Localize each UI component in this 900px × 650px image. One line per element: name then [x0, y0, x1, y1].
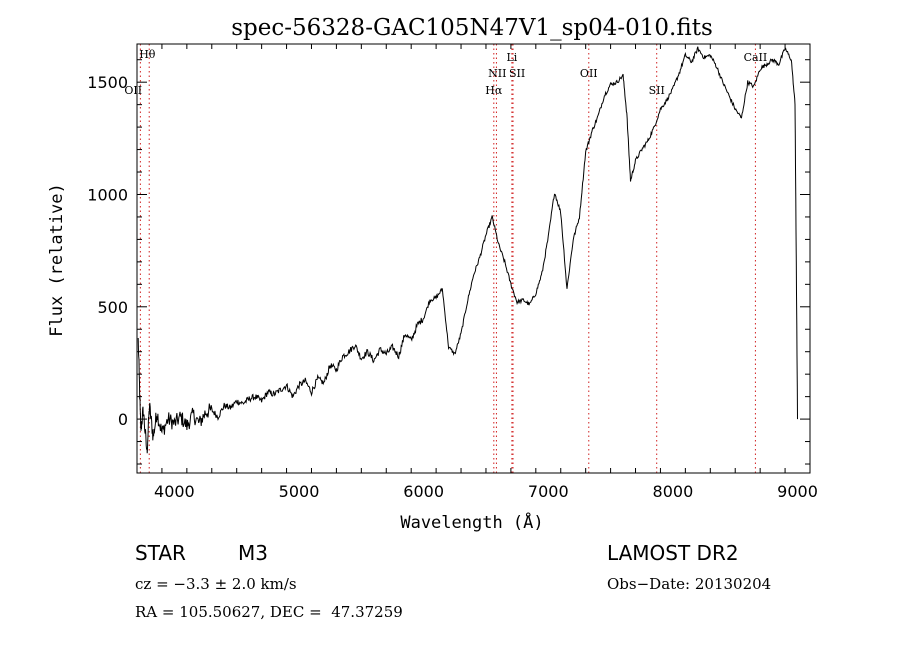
x-tick-label-7000: 7000 [528, 482, 569, 501]
y-tick-label-1000: 1000 [87, 185, 128, 204]
x-tick-label-5000: 5000 [279, 482, 320, 501]
x-axis-label: Wavelength (Å) [400, 511, 543, 533]
spectral-line-label-0: Hθ [139, 48, 156, 61]
x-tick-label-4000: 4000 [154, 482, 195, 501]
y-tick-label-1500: 1500 [87, 73, 128, 92]
x-tick-label-8000: 8000 [653, 482, 694, 501]
y-axis-label: Flux (relative) [47, 183, 67, 337]
spectrum-line [137, 46, 798, 454]
spectral-line-label-1: OII [124, 84, 142, 97]
object-type-label: STAR [135, 541, 186, 565]
chart-title: spec-56328-GAC105N47V1_sp04-010.fits [231, 15, 713, 41]
plot-frame [136, 43, 811, 474]
spectral-line-label-6: OII [580, 67, 598, 80]
spectral-line-label-3: NII [488, 67, 506, 80]
obs-date-readout: Obs−Date: 20130204 [607, 575, 772, 593]
x-tick-label-6000: 6000 [403, 482, 444, 501]
y-tick-label-500: 500 [97, 298, 128, 317]
spectral-line-label-7: SII [649, 84, 665, 97]
redshift-readout: cz = −3.3 ± 2.0 km/s [135, 575, 297, 593]
spectral-line-label-5: SII [509, 67, 525, 80]
survey-label: LAMOST DR2 [607, 541, 739, 565]
spectral-line-label-8: CaII [744, 51, 768, 64]
object-subclass-label: M3 [238, 541, 268, 565]
spectral-line-label-2: Hα [485, 84, 503, 97]
x-tick-label-9000: 9000 [777, 482, 818, 501]
coordinates-readout: RA = 105.50627, DEC = 47.37259 [135, 603, 403, 621]
spectral-line-label-4: Li [506, 51, 517, 64]
y-tick-label-0: 0 [118, 410, 128, 429]
